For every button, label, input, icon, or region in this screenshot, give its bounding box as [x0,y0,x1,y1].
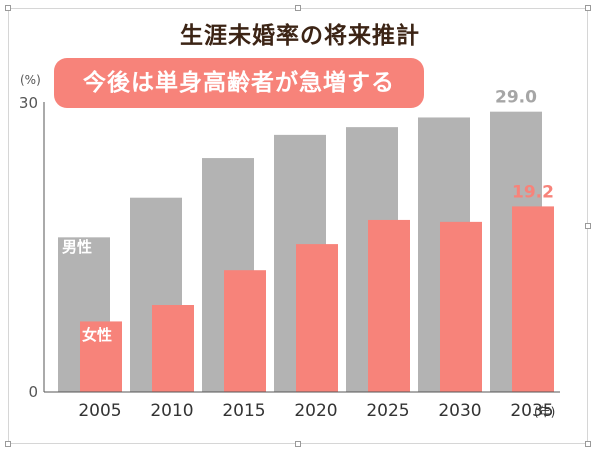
annotation-callout: 今後は単身高齢者が急増する [54,58,424,108]
x-tick-label: 2010 [150,401,193,421]
resize-handle-top-right[interactable] [585,5,591,11]
resize-handle-middle-right[interactable] [585,223,591,229]
resize-handle-bottom-right[interactable] [585,441,591,447]
bar-female-2015 [224,270,266,392]
x-tick-label: 2025 [366,401,409,421]
value-label: 29.0 [495,88,537,108]
bar-female-2035 [512,206,554,392]
x-tick-label: 2020 [294,401,337,421]
value-label: 19.2 [512,182,554,202]
chart-title: 生涯未婚率の将来推計 [180,23,420,49]
bar-female-2005 [80,321,122,392]
x-tick-label: 2030 [438,401,481,421]
y-tick-label: 30 [19,94,38,112]
series-label-male: 男性 [62,238,92,256]
series-label-female: 女性 [82,326,112,344]
x-unit-label: (年) [534,405,555,419]
bar-female-2010 [152,305,194,392]
resize-handle-top-left[interactable] [5,5,11,11]
y-unit-label: (%) [20,73,41,87]
x-tick-label: 2035 [510,401,553,421]
x-tick-label: 2005 [78,401,121,421]
resize-handle-bottom-middle[interactable] [295,441,301,447]
y-tick-label: 0 [28,383,38,401]
bar-female-2020 [296,244,338,392]
bar-female-2030 [440,221,482,392]
resize-handle-bottom-left[interactable] [5,441,11,447]
resize-handle-top-middle[interactable] [295,5,301,11]
bar-female-2025 [368,219,410,392]
x-tick-label: 2015 [222,401,265,421]
